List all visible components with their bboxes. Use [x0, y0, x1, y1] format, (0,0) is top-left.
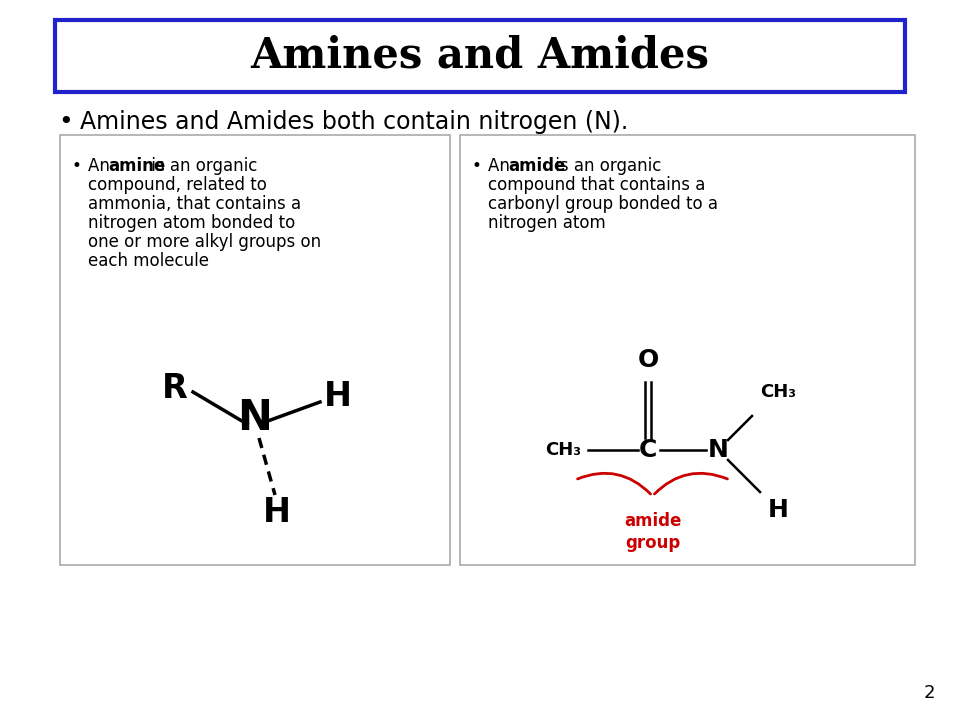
Text: An: An: [88, 157, 115, 175]
Text: C: C: [638, 438, 658, 462]
Text: one or more alkyl groups on: one or more alkyl groups on: [88, 233, 322, 251]
Bar: [55, 20, 905, 92]
Text: each molecule: each molecule: [88, 252, 209, 270]
Text: ammonia, that contains a: ammonia, that contains a: [88, 195, 301, 213]
Text: •: •: [72, 157, 82, 175]
Bar: [460, 135, 915, 565]
Text: amide: amide: [508, 157, 565, 175]
Text: •: •: [472, 157, 482, 175]
Text: Amines and Amides: Amines and Amides: [251, 35, 709, 77]
Text: •: •: [58, 110, 73, 134]
Text: amine: amine: [108, 157, 165, 175]
Text: H: H: [768, 498, 788, 522]
Text: Amines and Amides both contain nitrogen (N).: Amines and Amides both contain nitrogen …: [80, 110, 628, 134]
Text: compound, related to: compound, related to: [88, 176, 267, 194]
Bar: [60, 135, 450, 565]
Text: N: N: [708, 438, 729, 462]
Text: is an organic: is an organic: [146, 157, 257, 175]
Text: nitrogen atom: nitrogen atom: [488, 214, 606, 232]
Text: An: An: [488, 157, 516, 175]
Text: CH₃: CH₃: [760, 383, 796, 401]
Text: N: N: [237, 397, 273, 439]
Text: R: R: [162, 372, 188, 405]
Text: H: H: [324, 379, 352, 413]
Text: CH₃: CH₃: [545, 441, 581, 459]
Text: compound that contains a: compound that contains a: [488, 176, 706, 194]
Text: H: H: [263, 497, 291, 529]
Text: carbonyl group bonded to a: carbonyl group bonded to a: [488, 195, 718, 213]
Text: amide
group: amide group: [624, 512, 682, 552]
Text: nitrogen atom bonded to: nitrogen atom bonded to: [88, 214, 296, 232]
Text: is an organic: is an organic: [550, 157, 661, 175]
Text: 2: 2: [924, 684, 935, 702]
Text: O: O: [637, 348, 659, 372]
